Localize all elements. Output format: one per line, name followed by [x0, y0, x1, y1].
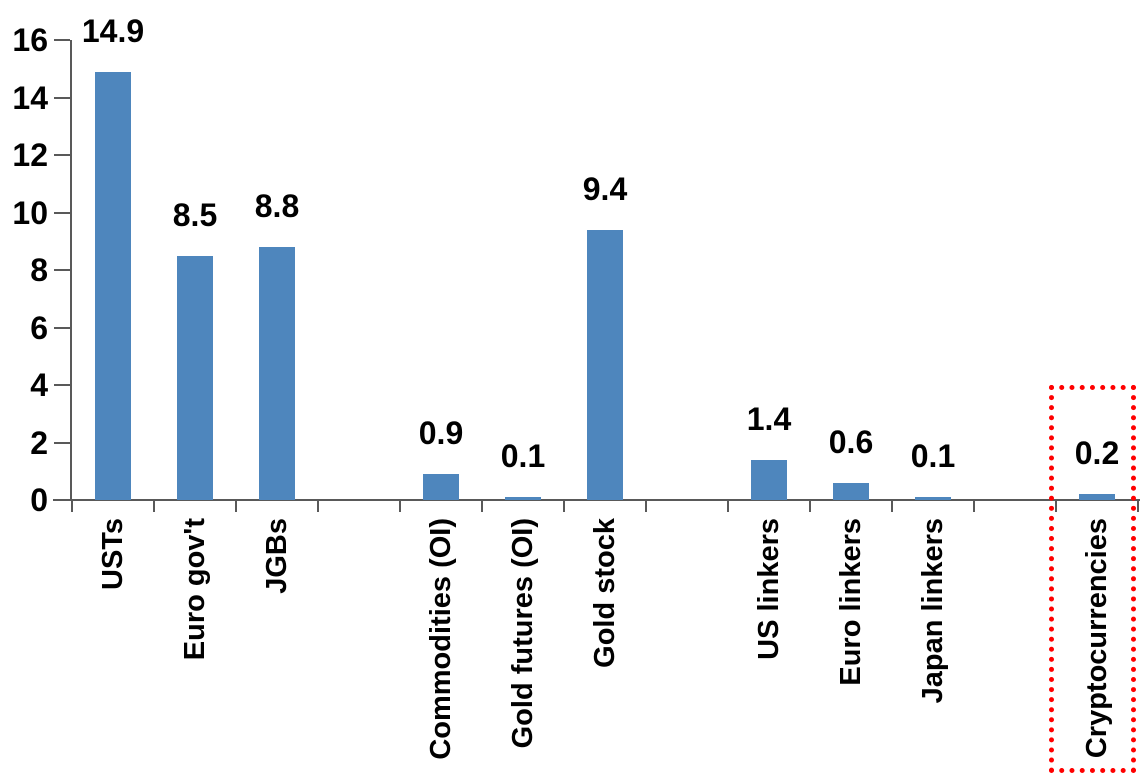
bar-cryptocurrencies [1079, 494, 1115, 500]
y-axis-tick [54, 211, 70, 214]
x-axis-tick [399, 500, 401, 512]
category-label-us-linkers: US linkers [753, 518, 785, 660]
x-axis-tick [563, 500, 565, 512]
y-axis-tick-label: 10 [12, 194, 48, 231]
category-label-jgbs: JGBs [261, 518, 293, 594]
category-label-cryptocurrencies: Cryptocurrencies [1081, 518, 1113, 759]
bar-jgbs [259, 247, 295, 500]
x-axis-tick [973, 500, 975, 512]
y-axis-tick [54, 499, 70, 501]
y-axis-tick-label: 8 [30, 252, 48, 288]
y-axis-tick-label: 14 [12, 79, 48, 116]
bar-value-label-gold-stock: 9.4 [582, 170, 628, 207]
x-axis-tick [481, 500, 483, 512]
bar-euro-linkers [833, 482, 869, 500]
category-label-gold-futures-oi: Gold futures (OI) [507, 518, 539, 749]
bar-commodities-oi [423, 474, 459, 500]
bar-value-label-gold-futures-oi: 0.1 [500, 438, 546, 475]
x-axis-tick [891, 500, 893, 512]
x-axis-tick [727, 500, 729, 512]
y-axis-tick [54, 326, 70, 329]
category-label-gold-stock: Gold stock [589, 518, 621, 668]
bar-value-label-us-linkers: 1.4 [746, 400, 792, 437]
category-label-euro-linkers: Euro linkers [835, 518, 867, 686]
bar-value-label-jgbs: 8.8 [254, 188, 300, 224]
bar-value-label-euro-linkers: 0.6 [828, 423, 874, 460]
y-axis-tick [54, 269, 70, 271]
x-axis-tick [809, 500, 811, 512]
bar-value-label-commodities-oi: 0.9 [418, 415, 464, 452]
bar-gold-futures-oi [505, 497, 541, 500]
y-axis-tick-label: 16 [12, 22, 48, 58]
x-axis-line [53, 499, 1140, 501]
category-label-euro-gov-t: Euro gov't [179, 518, 211, 661]
y-axis-tick [54, 384, 70, 386]
bar-value-label-euro-gov-t: 8.5 [172, 196, 218, 233]
y-axis-tick-label: 2 [30, 424, 48, 461]
y-axis-tick [54, 154, 70, 156]
x-axis-tick [1055, 500, 1057, 512]
bar-us-linkers [751, 459, 787, 500]
bar-japan-linkers [915, 497, 951, 500]
y-axis-line [70, 40, 72, 500]
x-axis-tick [645, 500, 647, 512]
y-axis-tick [54, 441, 70, 444]
bar-value-label-japan-linkers: 0.1 [910, 438, 956, 475]
x-axis-tick [317, 500, 319, 512]
x-axis-tick [235, 500, 237, 512]
highlight-box [1049, 385, 1136, 773]
x-axis-tick [1137, 500, 1139, 512]
category-label-commodities-oi: Commodities (OI) [425, 518, 457, 760]
bar-value-label-cryptocurrencies: 0.2 [1074, 435, 1120, 472]
y-axis-tick [54, 39, 70, 41]
x-axis-tick [71, 500, 73, 512]
y-axis-tick-label: 0 [30, 482, 48, 518]
bar-value-label-usts: 14.9 [81, 12, 145, 49]
y-axis-tick [54, 96, 70, 99]
bar-gold-stock [587, 229, 623, 500]
bar-euro-gov-t [177, 255, 213, 500]
bar-usts [95, 71, 131, 500]
y-axis-tick-label: 4 [30, 367, 48, 403]
y-axis-tick-label: 6 [30, 309, 48, 346]
category-label-usts: USTs [97, 518, 129, 590]
category-label-japan-linkers: Japan linkers [917, 518, 949, 704]
y-axis-tick-label: 12 [12, 137, 48, 173]
x-axis-tick [153, 500, 155, 512]
